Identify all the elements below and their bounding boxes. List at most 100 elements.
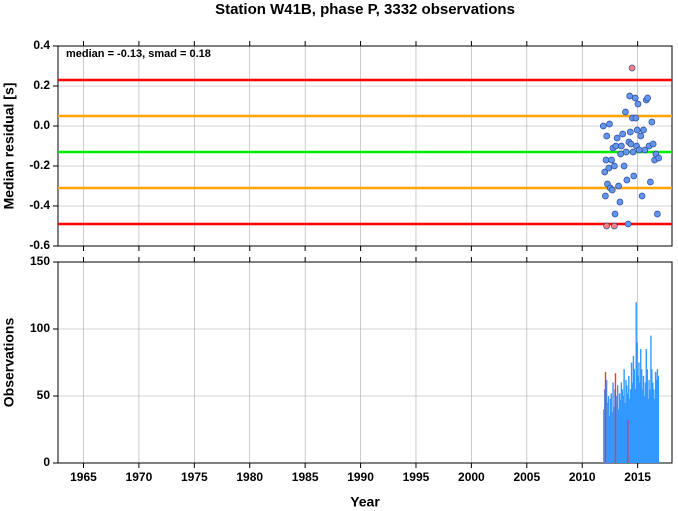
point [601,168,609,176]
y-tick-label: 0.0 [33,118,50,132]
point [617,150,624,158]
y-axis-label: Median residual [s] [1,83,17,210]
x-tick-label: 1980 [236,470,263,484]
bar [622,396,624,463]
bar [646,369,648,463]
x-tick-label: 1965 [70,470,97,484]
bar [649,389,651,463]
point [620,162,628,170]
point [615,182,622,190]
point [627,140,635,148]
bar [651,369,653,463]
point [611,222,618,230]
y-axis-label: Observations [1,318,17,408]
x-tick-label: 1995 [403,470,430,484]
bar [641,369,643,463]
x-tick-label: 2000 [458,470,485,484]
y-tick-label: -0.4 [29,198,50,212]
point [649,140,657,148]
x-tick-label: 2015 [624,470,651,484]
point [655,154,663,162]
point [606,120,613,128]
bar [634,389,636,463]
x-tick-label: 1975 [181,470,208,484]
bar [638,362,640,463]
y-tick-label: -0.6 [29,238,50,252]
bar [617,409,620,463]
y-tick-label: 0.4 [33,38,50,52]
bar [635,302,637,463]
point [644,94,651,102]
y-tick-label: -0.2 [29,158,50,172]
x-tick-label: 1985 [292,470,319,484]
bar [624,402,626,463]
bar [610,393,612,463]
point [648,118,656,126]
bar [645,349,647,463]
point [603,132,611,140]
bar [657,375,660,463]
bar [619,400,622,463]
chart-title: Station W41B, phase P, 3332 observations [215,1,515,18]
point [631,94,639,102]
bar [653,389,655,463]
point [641,146,649,154]
bar [608,416,611,463]
point [603,222,610,230]
bar [648,379,650,463]
y-tick-label: 50 [37,388,51,402]
point [602,156,610,164]
point [637,132,645,140]
bar [620,382,623,463]
bar [613,406,615,463]
bar [644,382,647,463]
bar [633,369,636,463]
plot-frame [57,261,673,464]
point [633,126,641,134]
bar [616,385,619,463]
point [634,100,642,108]
bar [614,373,617,463]
bar [611,412,613,463]
bar [609,398,611,463]
bar [652,382,654,463]
point [635,146,643,154]
point [622,148,630,156]
plot-frame [57,45,673,247]
bar [654,371,657,463]
point [602,192,609,200]
x-tick-label: 1990 [347,470,374,484]
x-tick-label: 2010 [569,470,596,484]
bar [623,369,625,463]
y-tick-label: 150 [30,254,50,268]
bar [612,382,614,463]
bar [626,385,628,463]
bar [650,335,652,463]
point [608,186,616,194]
bar [607,396,610,463]
bar [636,342,638,463]
x-tick-label: 1970 [126,470,153,484]
bar [616,396,618,463]
point [605,164,613,172]
bar [655,379,658,463]
bar [643,396,646,463]
bar [604,371,607,463]
point [618,142,625,150]
bar [630,362,633,463]
point [640,126,647,134]
point [628,64,636,72]
bar [605,379,608,463]
point [616,198,624,206]
bar [637,375,639,463]
bar [604,389,606,463]
bar [625,379,627,463]
point [611,162,618,170]
point [611,210,619,218]
bar [603,409,605,463]
bar [642,375,645,463]
x-axis-label: Year [350,494,380,510]
point [647,178,654,186]
annotation: median = -0.13, smad = 0.18 [66,48,211,60]
